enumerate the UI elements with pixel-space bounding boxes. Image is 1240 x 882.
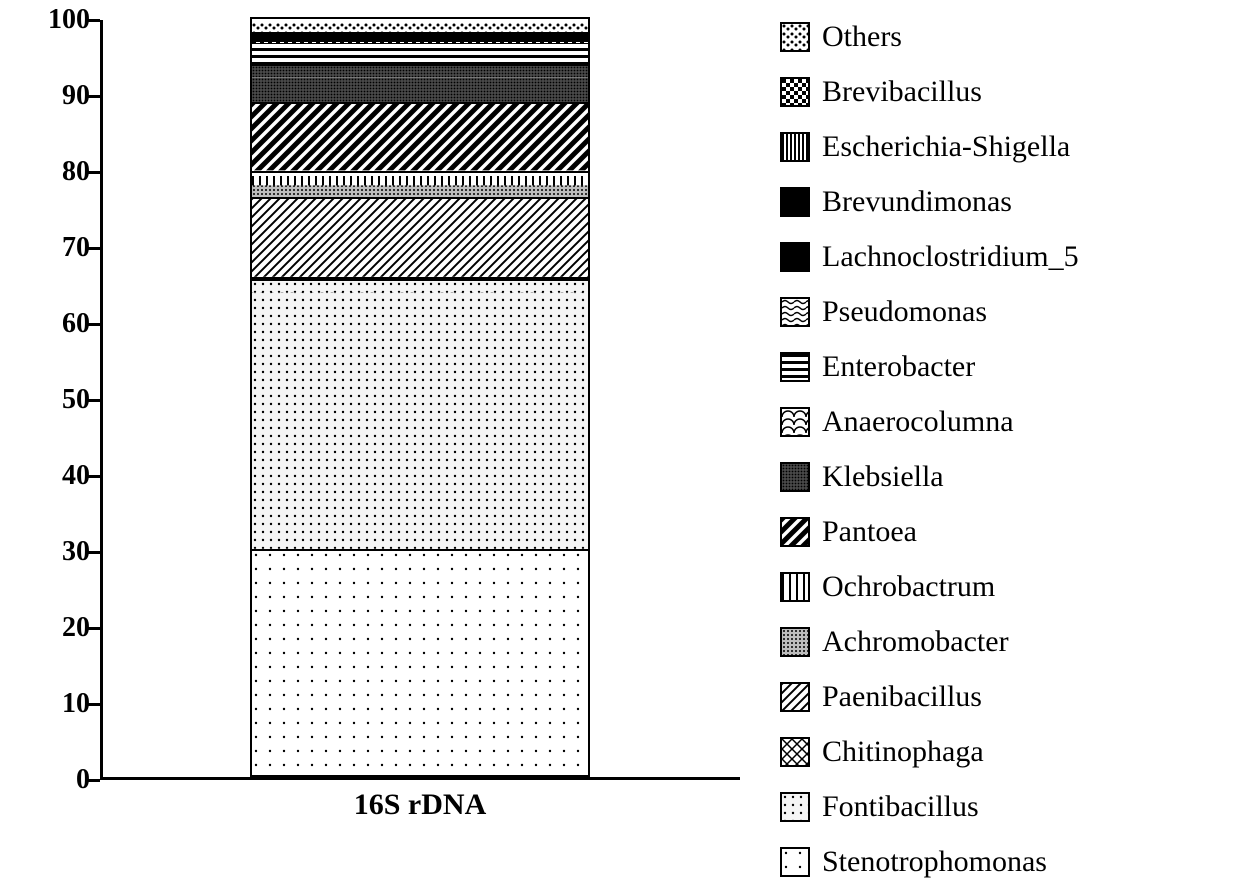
bar-segment-fontibacillus [250,279,590,549]
y-tick-label: 0 [30,764,90,796]
legend-swatch [780,297,810,327]
stacked-bar [250,20,590,777]
bar-segment-klebsiella [250,64,590,102]
legend-label: Enterobacter [822,350,975,384]
legend-label: Others [822,20,902,54]
legend-label: Pantoea [822,515,917,549]
legend: Others Brevibacillus Escherichia-Shigella B… [780,20,1079,879]
legend-swatch [780,627,810,657]
legend-label: Ochrobactrum [822,570,995,604]
legend-swatch [780,737,810,767]
y-tick-label: 50 [30,384,90,416]
stacked-bar-chart: 0102030405060708090100 16S rDNA Others Br… [20,20,1220,879]
x-category-label: 16S rDNA [250,788,590,822]
legend-label: Anaerocolumna [822,405,1014,439]
legend-label: Klebsiella [822,460,944,494]
bar-segment-pantoea [250,102,590,170]
y-tick-label: 20 [30,612,90,644]
legend-label: Chitinophaga [822,735,984,769]
y-tick-label: 60 [30,308,90,340]
legend-label: Achromobacter [822,625,1009,659]
y-tick-label: 10 [30,688,90,720]
legend-swatch [780,407,810,437]
legend-swatch [780,792,810,822]
legend-swatch [780,682,810,712]
legend-item: Enterobacter [780,350,1079,384]
legend-item: Paenibacillus [780,680,1079,714]
legend-swatch [780,132,810,162]
legend-swatch [780,352,810,382]
legend-swatch [780,517,810,547]
legend-swatch [780,462,810,492]
legend-item: Stenotrophomonas [780,845,1079,879]
legend-item: Pantoea [780,515,1079,549]
bar-segment-stenotrophomonas [250,549,590,777]
legend-label: Fontibacillus [822,790,979,824]
legend-swatch [780,572,810,602]
legend-item: Achromobacter [780,625,1079,659]
legend-label: Brevibacillus [822,75,982,109]
legend-item: Fontibacillus [780,790,1079,824]
y-tick-label: 40 [30,460,90,492]
legend-item: Escherichia-Shigella [780,130,1079,164]
legend-swatch [780,187,810,217]
legend-label: Escherichia-Shigella [822,130,1070,164]
bar-segment-others [250,17,590,28]
legend-label: Stenotrophomonas [822,845,1047,879]
legend-label: Pseudomonas [822,295,987,329]
legend-swatch [780,22,810,52]
y-tick-label: 100 [30,4,90,36]
legend-item: Others [780,20,1079,54]
legend-swatch [780,847,810,877]
y-axis [100,20,103,780]
legend-label: Lachnoclostridium_5 [822,240,1079,274]
legend-swatch [780,77,810,107]
y-tick-label: 90 [30,80,90,112]
legend-item: Brevibacillus [780,75,1079,109]
y-tick-label: 70 [30,232,90,264]
legend-label: Brevundimonas [822,185,1012,219]
legend-item: Anaerocolumna [780,405,1079,439]
legend-item: Brevundimonas [780,185,1079,219]
legend-item: Pseudomonas [780,295,1079,329]
y-tick-label: 80 [30,156,90,188]
legend-item: Lachnoclostridium_5 [780,240,1079,274]
legend-item: Klebsiella [780,460,1079,494]
legend-swatch [780,242,810,272]
y-tick-label: 30 [30,536,90,568]
legend-item: Ochrobactrum [780,570,1079,604]
legend-item: Chitinophaga [780,735,1079,769]
bar-segment-paenibacillus [250,197,590,277]
legend-label: Paenibacillus [822,680,982,714]
plot-area: 0102030405060708090100 16S rDNA [100,20,740,820]
